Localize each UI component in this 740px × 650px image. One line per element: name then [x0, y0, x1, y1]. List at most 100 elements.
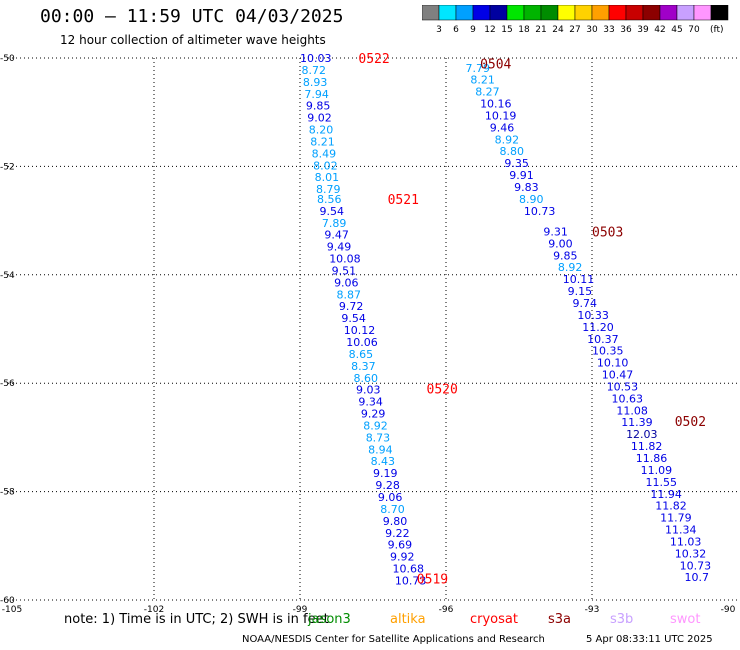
- track-0521: 8.569.547.899.479.4910.089.519.068.879.7…: [317, 193, 419, 385]
- swh-value: 11.82: [655, 500, 687, 513]
- colorbar-swatch: [659, 5, 678, 21]
- colorbar-tick: 30: [586, 25, 598, 35]
- swh-value: 9.69: [388, 539, 413, 552]
- swh-value: 10.08: [329, 253, 361, 266]
- colorbar-tick: 6: [453, 25, 459, 35]
- y-tick-label: -56: [0, 379, 15, 389]
- pass-time-label: 0519: [417, 572, 448, 587]
- swh-value: 8.21: [310, 135, 335, 148]
- colorbar-swatch: [574, 5, 593, 21]
- generated-timestamp: 5 Apr 08:33:11 UTC 2025: [586, 634, 713, 645]
- x-tick-label: -99: [293, 605, 308, 615]
- swh-value: 11.55: [646, 476, 678, 489]
- swh-value: 9.22: [385, 527, 410, 540]
- colorbar-tick: 3: [436, 25, 442, 35]
- swh-value: 10.73: [680, 559, 712, 572]
- colorbar-tick: 45: [671, 25, 682, 35]
- colorbar-swatch: [642, 5, 661, 21]
- swh-value: 9.54: [319, 205, 344, 218]
- colorbar-tick: 12: [484, 25, 495, 35]
- swh-value: 9.47: [324, 229, 349, 242]
- track-0504: 7.798.218.2710.1610.199.468.928.809.359.…: [465, 57, 555, 217]
- y-tick-label: -60: [0, 596, 15, 606]
- swh-value: 12.03: [626, 428, 658, 441]
- swh-value: 11.39: [621, 416, 653, 429]
- swh-value: 10.10: [597, 357, 629, 370]
- swh-value: 8.02: [313, 159, 338, 172]
- swh-value: 10.19: [485, 109, 517, 122]
- swh-value: 8.43: [371, 455, 396, 468]
- y-tick-label: -58: [0, 488, 15, 498]
- swh-value: 9.49: [327, 241, 352, 254]
- swh-value: 8.37: [351, 360, 376, 373]
- swh-value: 10.7: [684, 571, 709, 584]
- swh-value: 9.35: [504, 157, 529, 170]
- swh-value: 9.51: [332, 264, 357, 277]
- footnote: note: 1) Time is in UTC; 2) SWH is in fe…: [64, 612, 329, 627]
- swh-value: 11.86: [636, 452, 668, 465]
- swh-value: 9.06: [378, 491, 403, 504]
- swh-value: 8.27: [475, 86, 500, 99]
- swh-value: 9.06: [334, 276, 359, 289]
- swh-value: 9.31: [543, 225, 568, 238]
- swh-value: 10.11: [563, 273, 595, 286]
- swh-value: 8.65: [349, 348, 374, 361]
- axis-tick-labels: -105 -102 -99 -96 -93 -90 -50 -52 -54 -56 -58 -60: [0, 54, 736, 615]
- x-tick-label: -105: [2, 605, 22, 615]
- colorbar-swatch: [472, 5, 491, 21]
- colorbar-swatch: [557, 5, 576, 21]
- colorbar-tick: 15: [501, 25, 512, 35]
- colorbar-tick: 42: [654, 25, 665, 35]
- swh-value: 10.73: [524, 205, 556, 218]
- colorbar-tick: 27: [569, 25, 580, 35]
- pass-time-label: 0522: [358, 52, 389, 67]
- y-tick-label: -54: [0, 271, 15, 281]
- swh-value: 9.85: [306, 100, 331, 113]
- colorbar-swatch: [608, 5, 627, 21]
- swh-value: 10.47: [602, 369, 634, 382]
- x-tick-label: -93: [585, 605, 600, 615]
- swh-value: 8.72: [301, 64, 326, 77]
- swh-value: 10.12: [344, 324, 376, 337]
- pass-time-label: 0520: [427, 383, 458, 398]
- swh-value: 7.79: [465, 62, 490, 75]
- pass-time-label: 0521: [388, 193, 419, 208]
- swh-value: 9.03: [356, 384, 381, 397]
- colorbar-swatch: [625, 5, 644, 21]
- swh-value: 10.33: [577, 309, 609, 322]
- swh-value: 9.19: [373, 467, 398, 480]
- swh-value: 10.03: [300, 52, 332, 65]
- colorbar-swatch: [540, 5, 559, 21]
- chart-subtitle: 12 hour collection of altimeter wave hei…: [60, 33, 326, 47]
- swh-value: 10.63: [611, 392, 643, 405]
- swh-value: 11.03: [670, 535, 702, 548]
- swh-value: 11.94: [650, 488, 682, 501]
- x-tick-label: -102: [144, 605, 164, 615]
- colorbar-tick: 39: [637, 25, 649, 35]
- colorbar-unit: (ft): [710, 25, 724, 35]
- swh-value: 10.06: [346, 336, 378, 349]
- swh-value: 10.53: [607, 380, 639, 393]
- track-0502: 11.0811.3912.0311.8211.8611.0911.5511.94…: [616, 404, 711, 584]
- swh-value: 9.00: [548, 237, 573, 250]
- swh-value: 10.35: [592, 345, 624, 358]
- colorbar-tick: 33: [603, 25, 614, 35]
- swh-value: 9.72: [339, 300, 364, 313]
- swh-value: 8.01: [315, 171, 340, 184]
- swh-value: 11.08: [616, 404, 648, 417]
- colorbar-swatch: [523, 5, 542, 21]
- swh-value: 8.79: [316, 183, 341, 196]
- swh-value: 8.70: [380, 503, 405, 516]
- swh-value: 8.49: [312, 147, 337, 160]
- swh-value: 8.92: [495, 133, 519, 146]
- swh-value: 9.15: [568, 285, 593, 298]
- swh-value: 10.32: [675, 547, 707, 560]
- swh-value: 9.54: [341, 312, 366, 325]
- swh-value: 8.60: [354, 372, 379, 385]
- pass-time-label: 0502: [675, 415, 706, 430]
- y-tick-label: -52: [0, 162, 15, 172]
- swh-value: 9.91: [509, 169, 534, 182]
- legend-jason3: jason3: [308, 612, 351, 627]
- track-0503: 9.319.009.858.9210.119.159.7410.3311.201…: [543, 225, 643, 405]
- y-tick-label: -50: [0, 54, 15, 64]
